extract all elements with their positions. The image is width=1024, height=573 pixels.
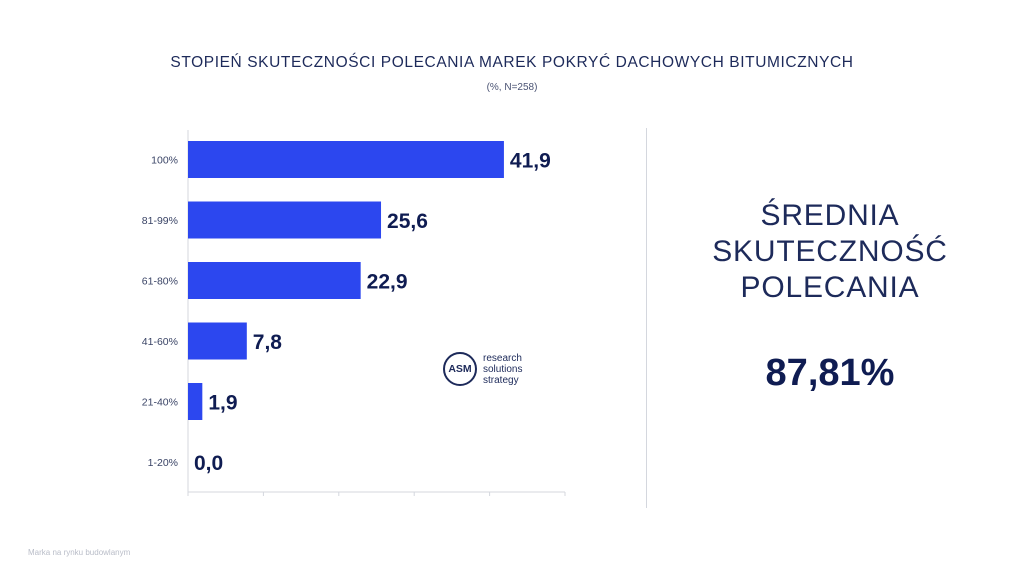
value-label: 22,9	[367, 271, 408, 294]
average-effectiveness-label: ŚREDNIA SKUTECZNOŚĆ POLECANIA	[712, 199, 948, 304]
category-label: 100%	[151, 155, 178, 167]
value-label: 1,9	[208, 392, 237, 415]
chart-title: STOPIEŃ SKUTECZNOŚCI POLECANIA MAREK POK…	[170, 54, 854, 71]
bar	[188, 201, 382, 239]
category-label: 1-20%	[148, 457, 178, 469]
category-label: 61-80%	[142, 276, 178, 288]
asm-logo-circle: ASM	[443, 352, 477, 386]
bar-chart: 100% 41,9 81-99% 25,6 61-80% 22,9 41-60% 7,8 21-…	[142, 130, 566, 496]
bar	[188, 141, 504, 178]
value-label: 41,9	[510, 150, 551, 173]
logo-line-strategy: strategy	[483, 374, 519, 386]
bar	[188, 322, 247, 360]
category-label: 41-60%	[142, 336, 178, 348]
category-label: 81-99%	[142, 215, 178, 227]
average-effectiveness-value: 87,81%	[765, 352, 895, 394]
chart-subtitle: (%, N=258)	[486, 82, 538, 93]
category-label: 21-40%	[142, 397, 178, 409]
divider	[646, 128, 647, 508]
logo-line-solutions: solutions	[483, 363, 523, 375]
value-label: 7,8	[253, 331, 283, 354]
bar	[188, 262, 361, 299]
bar	[188, 383, 203, 420]
value-label: 25,6	[387, 210, 428, 233]
logo-line-research: research	[483, 352, 522, 364]
asm-logo-text: research solutions strategy	[483, 353, 522, 386]
asm-logo: ASM research solutions strategy	[443, 352, 522, 386]
value-label: 0,0	[194, 452, 223, 475]
footer-note: Marka na rynku budowlanym	[28, 548, 131, 557]
